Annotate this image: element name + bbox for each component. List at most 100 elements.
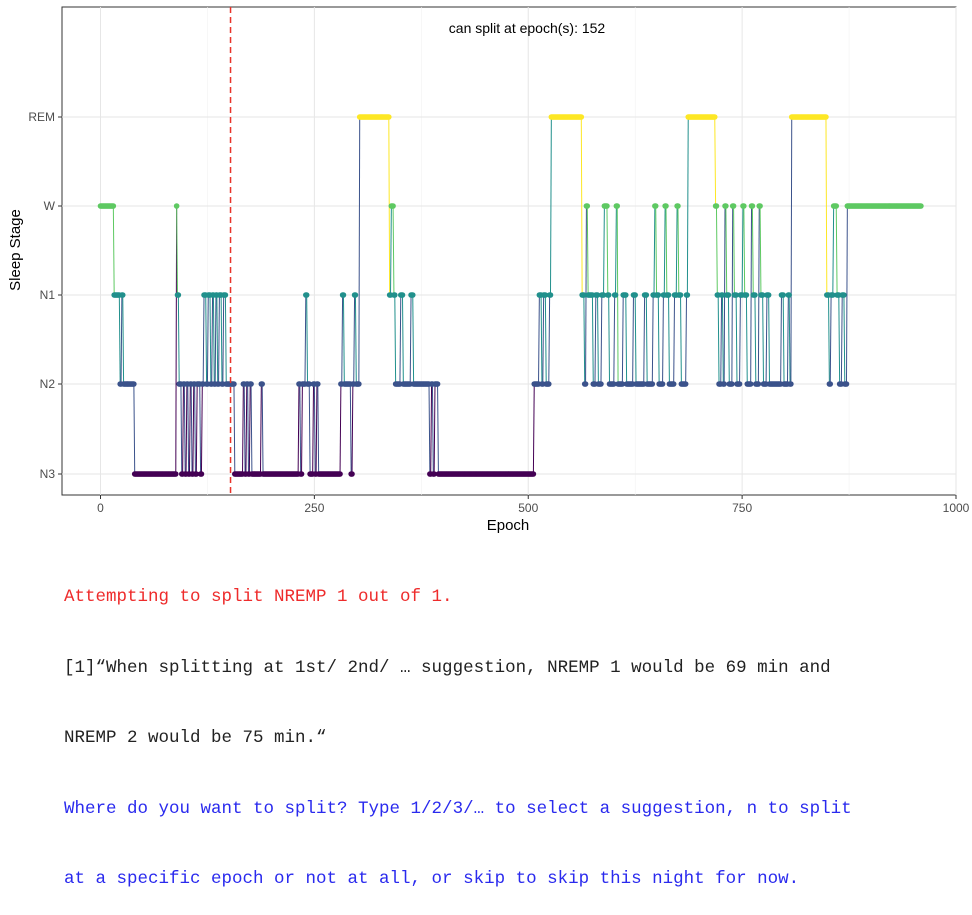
- epoch-point: [198, 471, 205, 477]
- stage-transition: [120, 294, 123, 385]
- epoch-point: [584, 203, 591, 209]
- epoch-point: [352, 292, 359, 298]
- x-tick-label: 0: [97, 501, 104, 515]
- x-axis-ticks: 0 250 500 750 1000: [97, 495, 970, 515]
- hypnogram-chart: can split at epoch(s): 152 N3 N2 N1 W REM 0 2…: [7, 6, 970, 534]
- epoch-point: [298, 471, 305, 477]
- y-axis-ticks: N3 N2 N1 W REM: [28, 110, 62, 481]
- epoch-point: [755, 381, 762, 387]
- epoch-point: [765, 292, 772, 298]
- epoch-point: [830, 292, 836, 298]
- epoch-point: [677, 292, 684, 298]
- stage-transition: [412, 294, 415, 385]
- epoch-point: [598, 381, 604, 387]
- stage-transition: [437, 383, 439, 475]
- stage-transition: [838, 294, 841, 385]
- stage-transition: [245, 383, 248, 475]
- stage-transition: [312, 383, 315, 475]
- stage-transition: [233, 383, 236, 475]
- y-tick-label: N2: [40, 377, 56, 391]
- stage-transition: [224, 294, 227, 385]
- epoch-point: [843, 381, 850, 387]
- stage-transition: [342, 294, 345, 385]
- stage-transition: [177, 294, 180, 385]
- stage-transition: [206, 294, 209, 385]
- stage-transition: [835, 205, 838, 296]
- epoch-point: [604, 203, 610, 209]
- stage-transition: [242, 383, 244, 475]
- stage-transition: [632, 294, 634, 385]
- stage-transition: [591, 294, 594, 385]
- x-tick-label: 250: [304, 501, 324, 515]
- epoch-point: [725, 292, 732, 298]
- stage-transition: [540, 294, 543, 385]
- console-prompt-line: Where do you want to split? Type 1/2/3/……: [64, 798, 852, 819]
- console-status-line: Attempting to split NREMP 1 out of 1.: [64, 587, 453, 607]
- epoch-point: [675, 203, 681, 209]
- epoch-point: [655, 292, 662, 298]
- y-tick-label: N1: [40, 288, 56, 302]
- stage-transition: [741, 205, 744, 296]
- x-tick-label: 500: [518, 501, 538, 515]
- stage-transition: [200, 383, 203, 475]
- stage-transition: [205, 294, 208, 385]
- stage-transition: [202, 294, 205, 385]
- epoch-point: [172, 471, 179, 477]
- stage-transition: [306, 294, 309, 385]
- stage-transition: [301, 383, 303, 475]
- stage-transition: [751, 205, 754, 296]
- epoch-point: [390, 203, 396, 209]
- stage-transition: [662, 294, 664, 385]
- epoch-point: [759, 292, 766, 298]
- stage-transition: [685, 294, 688, 385]
- stage-transition: [430, 383, 433, 475]
- epoch-point: [340, 292, 347, 298]
- stage-transition: [297, 383, 300, 475]
- stage-transition: [780, 294, 782, 385]
- stage-transition: [214, 294, 217, 385]
- stage-transition: [625, 294, 628, 385]
- stage-transition: [665, 205, 668, 296]
- stage-transition: [317, 383, 320, 475]
- stage-transition: [845, 205, 848, 385]
- epoch-point: [682, 381, 689, 387]
- stage-transition: [549, 116, 552, 296]
- split-annotation: can split at epoch(s): 152: [449, 20, 606, 36]
- stage-transition: [175, 205, 178, 475]
- y-tick-label: N3: [40, 467, 56, 481]
- epoch-point: [670, 381, 677, 387]
- epoch-point: [231, 381, 237, 387]
- epoch-point: [431, 471, 437, 477]
- stage-transition: [259, 383, 262, 475]
- stage-transition: [668, 294, 670, 385]
- y-tick-label: W: [44, 199, 56, 213]
- epoch-point: [788, 381, 794, 387]
- stage-transition: [544, 294, 547, 385]
- epoch-point: [713, 203, 720, 209]
- stage-transition: [733, 205, 735, 296]
- stage-transition: [192, 383, 195, 475]
- stage-transition: [112, 205, 115, 296]
- epoch-point: [306, 381, 313, 387]
- epoch-point: [711, 114, 718, 120]
- stage-transition: [180, 383, 183, 475]
- stage-transition: [739, 294, 741, 385]
- epoch-point: [823, 114, 829, 120]
- stage-transition: [133, 383, 136, 475]
- stage-transition: [188, 383, 191, 475]
- stage-transition: [782, 294, 785, 385]
- epoch-point: [545, 381, 552, 387]
- stage-transition: [211, 294, 214, 385]
- stage-transition: [122, 294, 125, 385]
- stage-transition: [606, 205, 609, 296]
- stage-transition: [645, 294, 648, 385]
- stage-transition: [725, 205, 728, 296]
- stage-transition: [735, 294, 738, 385]
- epoch-point: [741, 203, 747, 209]
- epoch-point: [303, 292, 310, 298]
- stage-transition: [118, 294, 121, 385]
- stage-transition: [745, 294, 748, 385]
- epoch-point: [337, 471, 343, 477]
- stage-transition: [394, 294, 397, 385]
- epoch-point: [918, 203, 924, 209]
